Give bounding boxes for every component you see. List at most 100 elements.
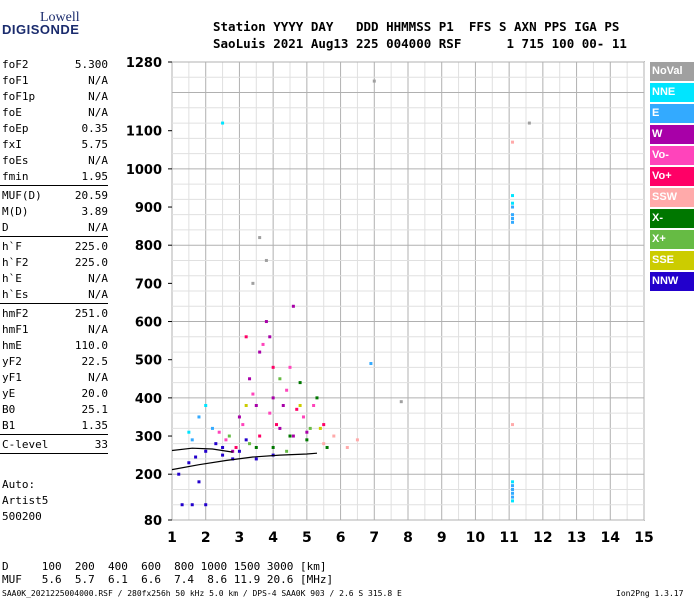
x-tick-label: 2: [201, 530, 211, 546]
param-row: yF2 22.5: [2, 355, 108, 371]
param-label: hmF2: [2, 307, 29, 320]
param-row: foF1 N/A: [2, 74, 108, 90]
x-tick-label: 12: [533, 530, 552, 546]
data-point: [221, 445, 225, 449]
data-point: [315, 396, 319, 400]
param-value: 110.0: [74, 339, 108, 352]
param-label: foF1: [2, 74, 29, 87]
y-tick-label: 800: [135, 239, 162, 254]
footer-version: Ion2Png 1.3.17: [616, 589, 684, 598]
param-label: foF1p: [2, 90, 36, 103]
y-tick-label: 80: [144, 514, 162, 529]
data-point: [264, 320, 268, 324]
param-label: hmF1: [2, 323, 29, 336]
header-columns: Station YYYY DAY DDD HHMMSS P1 FFS S AXN…: [213, 19, 620, 34]
data-point: [190, 438, 194, 442]
data-point: [197, 415, 201, 419]
param-label: B0: [2, 403, 16, 416]
data-point: [231, 449, 235, 453]
legend-item-x-: X+: [650, 230, 694, 249]
data-point: [264, 258, 268, 262]
param-row: yE 20.0: [2, 387, 108, 403]
data-point: [511, 499, 515, 503]
param-label: B1: [2, 419, 16, 432]
param-value: 20.0: [81, 387, 109, 400]
data-point: [248, 442, 252, 446]
data-point: [221, 121, 225, 125]
data-point: [268, 335, 272, 339]
data-point: [244, 404, 248, 407]
data-point: [217, 430, 221, 434]
profile-line: [171, 452, 318, 471]
data-point: [248, 377, 252, 381]
param-label: foEs: [2, 154, 29, 167]
x-tick-label: 3: [235, 530, 245, 546]
data-point: [511, 140, 515, 144]
data-point: [251, 392, 255, 396]
param-value: 225.0: [74, 256, 108, 269]
panel-divider: [0, 236, 108, 237]
y-tick-label: 500: [135, 354, 162, 369]
profile-line: [171, 447, 233, 453]
data-point: [355, 438, 359, 442]
x-tick-label: 15: [634, 530, 653, 546]
param-value: 3.89: [81, 205, 109, 218]
data-point: [254, 445, 258, 449]
data-point: [258, 236, 262, 240]
param-row: foE N/A: [2, 106, 108, 122]
param-value: N/A: [88, 74, 108, 87]
data-point: [301, 415, 305, 419]
param-label: h`Es: [2, 288, 29, 301]
data-point: [180, 503, 184, 507]
data-point: [308, 426, 312, 430]
data-point: [241, 423, 245, 427]
param-value: N/A: [88, 90, 108, 103]
param-row: yF1 N/A: [2, 371, 108, 387]
x-tick-label: 6: [336, 530, 346, 546]
param-row: fmin 1.95: [2, 170, 108, 186]
distance-row: D 100 200 400 600 800 1000 1500 3000 [km…: [2, 560, 327, 573]
y-tick-label: 700: [135, 277, 162, 292]
data-point: [527, 121, 531, 125]
data-point: [288, 434, 292, 438]
data-point: [237, 415, 241, 419]
param-label: foE: [2, 106, 22, 119]
legend-item-sse: SSE: [650, 251, 694, 270]
param-label: M(D): [2, 205, 29, 218]
param-label: fxI: [2, 138, 22, 151]
data-point: [271, 396, 275, 400]
param-row: MUF(D) 20.59: [2, 189, 108, 205]
param-row: h`F2 225.0: [2, 256, 108, 272]
data-point: [288, 365, 292, 369]
data-point: [511, 495, 515, 499]
data-point: [237, 449, 241, 453]
param-row: hmE 110.0: [2, 339, 108, 355]
param-value: N/A: [88, 371, 108, 384]
y-tick-label: 400: [135, 392, 162, 407]
param-label: h`F2: [2, 256, 29, 269]
data-point: [511, 487, 515, 491]
param-row: C-level 33: [2, 438, 108, 454]
panel-divider: [0, 303, 108, 304]
data-point: [345, 445, 349, 449]
data-point: [511, 216, 515, 220]
x-tick-label: 8: [403, 530, 413, 546]
muf-row: MUF 5.6 5.7 6.1 6.6 7.4 8.6 11.9 20.6 [M…: [2, 573, 334, 586]
param-value: N/A: [88, 288, 108, 301]
data-point: [511, 194, 515, 198]
data-point: [285, 449, 289, 453]
param-row: hmF1 N/A: [2, 323, 108, 339]
logo-lowell-text: Lowell: [40, 10, 80, 25]
param-value: 22.5: [81, 355, 109, 368]
legend-item-w: W: [650, 125, 694, 144]
data-point: [261, 342, 265, 346]
data-point: [254, 457, 258, 461]
param-row: foEp 0.35: [2, 122, 108, 138]
data-point: [210, 426, 214, 430]
data-point: [271, 445, 275, 449]
data-point: [332, 434, 336, 438]
param-label: fmin: [2, 170, 29, 183]
data-point: [511, 201, 515, 205]
param-row: h`E N/A: [2, 272, 108, 288]
